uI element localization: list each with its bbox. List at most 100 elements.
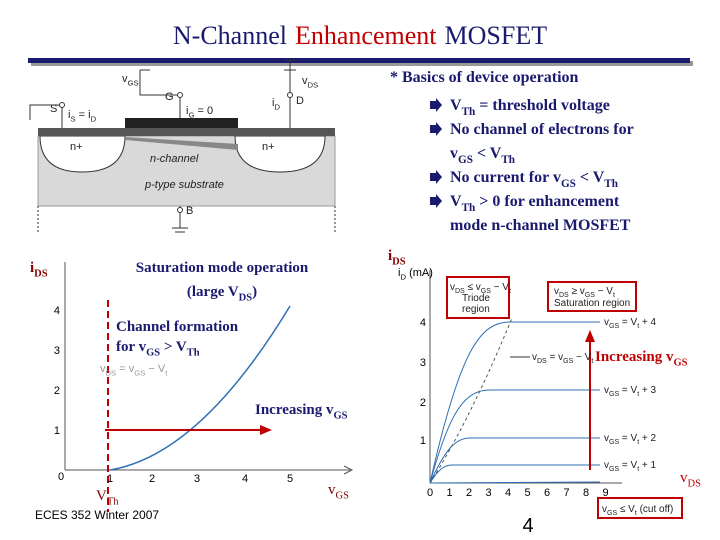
origin-label: 0 (58, 471, 64, 483)
text-run: (cut off) (637, 504, 674, 515)
x-axis-title: vGS (328, 482, 349, 502)
text-run: V (450, 97, 462, 114)
text-run: < V (473, 145, 502, 162)
curve-label: vGS = Vt + 4 (604, 317, 657, 330)
title-part: MOSFET (445, 21, 548, 50)
title: N-Channel Enhancement MOSFET (173, 21, 547, 50)
region-label: n+ (262, 141, 275, 153)
gate (125, 118, 238, 128)
output-curve (429, 389, 600, 484)
text-run: No channel of electrons for (450, 121, 634, 138)
channel (125, 137, 238, 150)
text-run: > 0 for enhancement (475, 193, 620, 210)
subscript: D (400, 272, 406, 281)
text-run: + 2 (639, 433, 656, 444)
bullet-text: No channel of electrons for (450, 121, 634, 138)
title-rule-shadow (31, 61, 693, 66)
subscript: DS (239, 293, 253, 304)
y-tick-label: 4 (54, 305, 60, 317)
terminal (59, 102, 65, 108)
text-run: + 1 (639, 460, 656, 471)
vds-label: vDS (302, 75, 318, 89)
text-run: = V (619, 385, 637, 396)
footer: ECES 352 Winter 2007 (35, 508, 159, 522)
current-label: iS = iD (68, 109, 97, 123)
bullet-arrow (430, 170, 442, 184)
subscript: t (637, 439, 639, 446)
terminal (177, 207, 183, 213)
y-tick-label: 2 (420, 397, 426, 409)
subscript: GS (336, 491, 350, 502)
subscript: GS (333, 411, 347, 422)
source-region (39, 135, 126, 173)
cutoff-box (597, 497, 683, 519)
terminal-label: G (165, 91, 174, 103)
subscript: t (637, 391, 639, 398)
bullet-text: vGS < VTh (450, 145, 516, 166)
text-run: v (604, 385, 609, 396)
x-tick-label: 1 (446, 487, 452, 499)
subscript: GS (673, 358, 687, 369)
region-label: n+ (70, 141, 83, 153)
subscript: GS (609, 323, 619, 330)
section-heading: * Basics of device operation (390, 69, 579, 86)
x-tick-label: 4 (505, 487, 511, 499)
text-run: ) (252, 284, 257, 300)
output-curve (429, 464, 600, 484)
subscript: DS (559, 292, 569, 299)
text-run: v (450, 282, 455, 293)
subscript: DS (34, 269, 48, 280)
triode-box (446, 276, 510, 319)
subscript: G (188, 110, 194, 119)
subscript: S (70, 114, 75, 123)
text-run: − V (595, 286, 613, 297)
x-tick-label: 6 (544, 487, 550, 499)
y-tick-label: 3 (54, 345, 60, 357)
subscript: DS (537, 358, 547, 365)
bullet-arrow (430, 98, 442, 112)
subscript: Th (462, 202, 476, 214)
subscript: GS (563, 358, 573, 365)
text-run: = threshold voltage (475, 97, 610, 114)
text-run: + 4 (639, 317, 656, 328)
subscript: DS (392, 257, 406, 268)
text-run: > V (160, 339, 187, 355)
text-run: = v (116, 363, 135, 375)
subscript: D (91, 114, 97, 123)
text-run: mode n-channel MOSFET (450, 217, 631, 234)
text-run: i (68, 109, 70, 121)
subscript: Th (462, 106, 476, 118)
x-tick-label: 5 (524, 487, 530, 499)
text-run: v (602, 504, 607, 515)
subscript: t (509, 288, 511, 295)
text-run: (mA) (406, 267, 433, 279)
subscript: t (165, 368, 168, 377)
device-diagram (29, 59, 336, 233)
text-run: = V (619, 460, 637, 471)
oxide (38, 128, 335, 136)
title-rule (28, 58, 690, 63)
y-axis-title: iDS (388, 248, 406, 268)
annotation: (large VDS) (187, 284, 257, 304)
arrow-head (260, 425, 272, 435)
text-run: v (302, 75, 308, 87)
arrow-head (585, 330, 595, 342)
x-tick-label: 9 (602, 487, 608, 499)
subscript: t (635, 510, 637, 517)
y-tick-label: 4 (420, 317, 426, 329)
current-label: iD (272, 97, 280, 111)
x-tick-label: 5 (287, 473, 293, 485)
text-run: v (554, 286, 559, 297)
text-run: = V (619, 317, 637, 328)
subscript: GS (585, 292, 595, 299)
text-run: i (388, 248, 392, 264)
subscript: DS (455, 288, 465, 295)
subscript: GS (134, 368, 145, 377)
curve-label: vDS = vGS − Vt (100, 363, 168, 377)
text-run: Increasing v (255, 402, 334, 418)
curve-label: vGS ≤ Vt (cut off) (602, 504, 673, 517)
terminal (177, 92, 183, 98)
text-run: = 0 (194, 105, 213, 117)
y-axis-title: iDS (30, 260, 48, 280)
